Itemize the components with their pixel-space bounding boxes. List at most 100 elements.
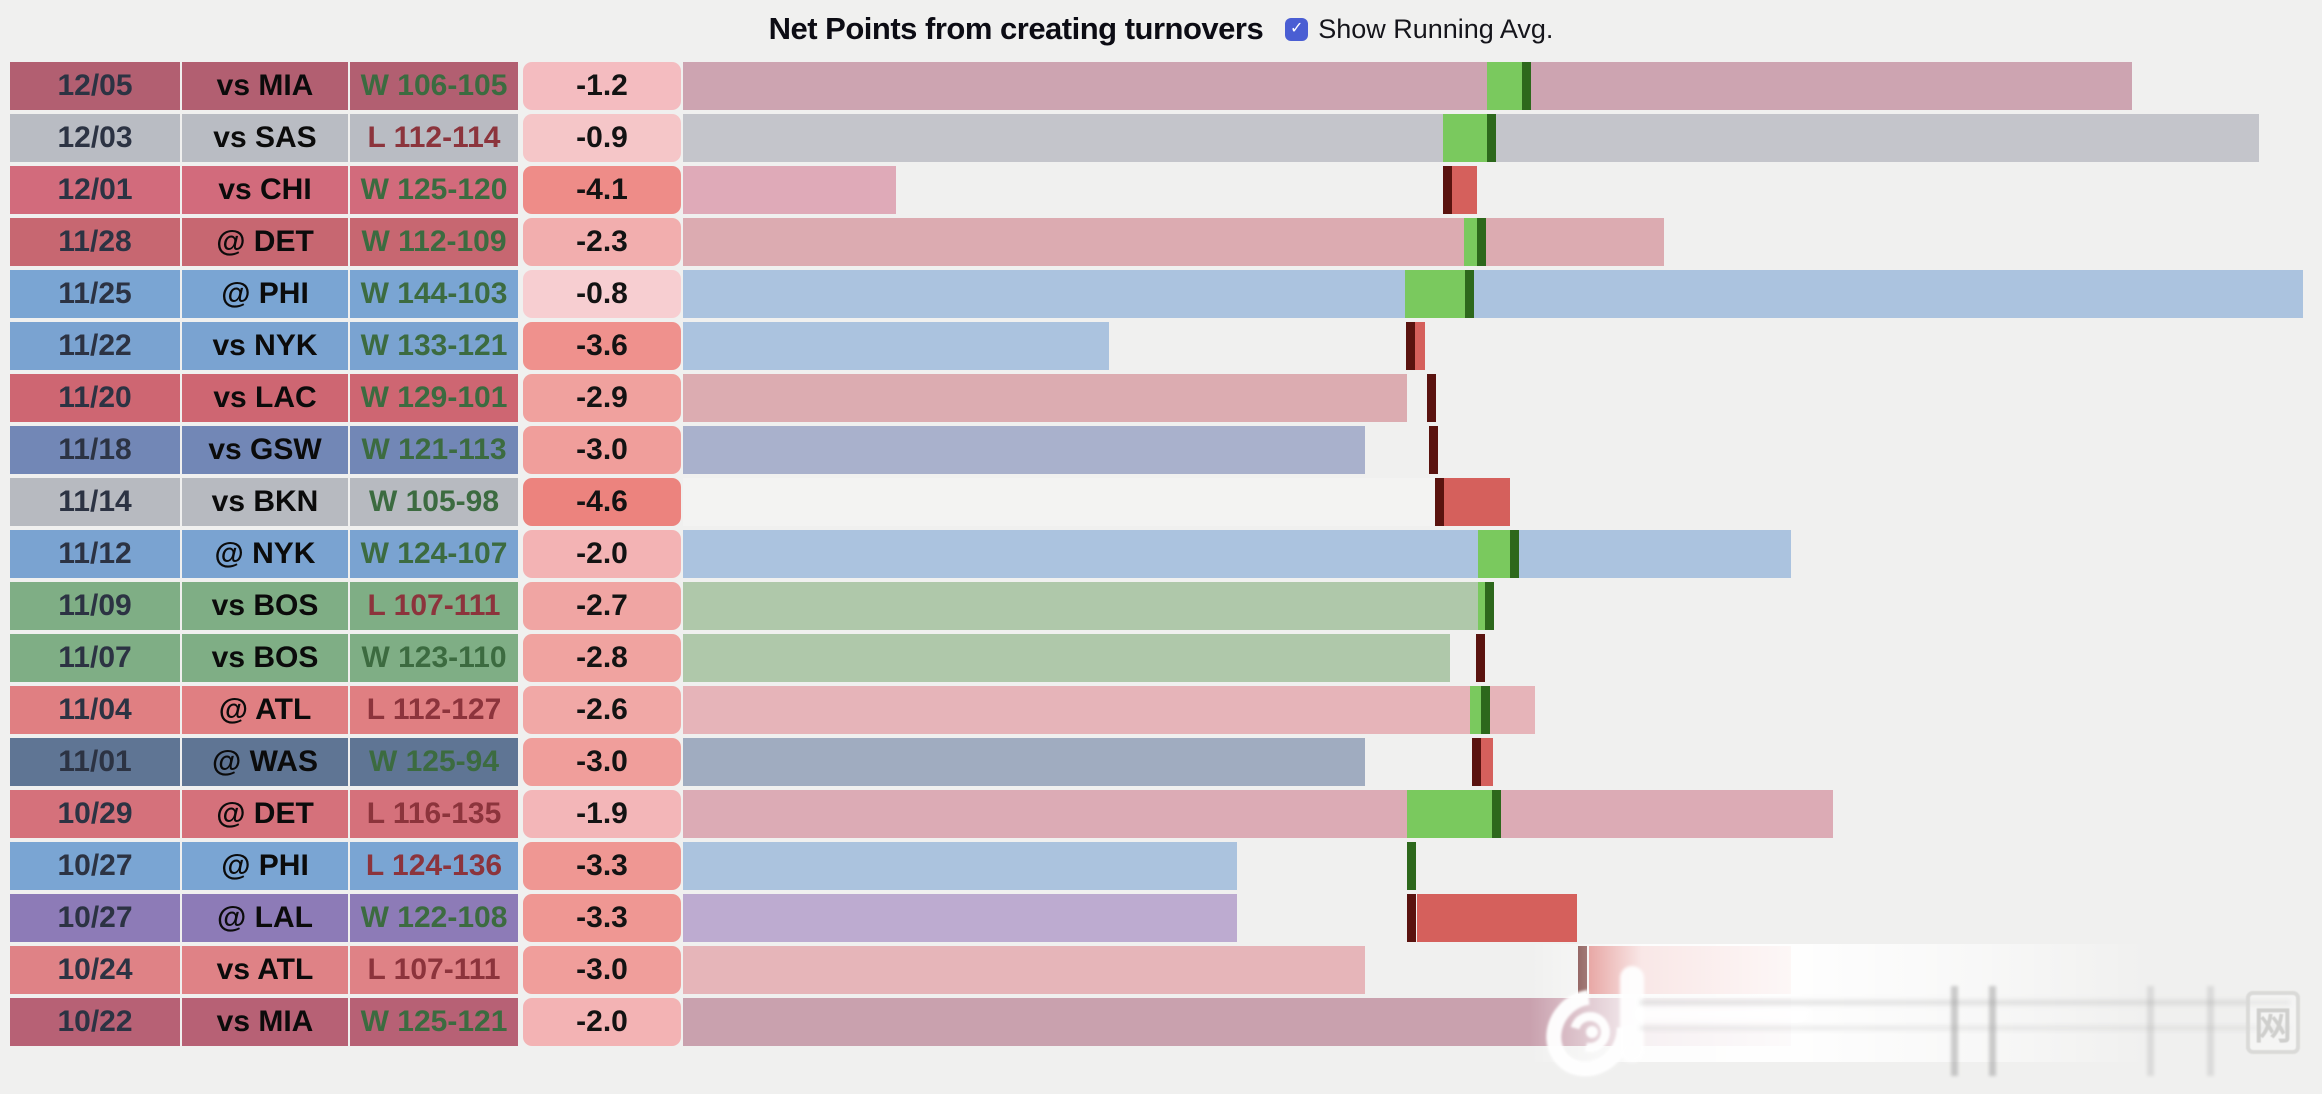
opponent-cell: vs BKN [182,478,348,526]
result-cell: W 133-121 [350,322,518,370]
running-avg-line [1471,738,1481,786]
result-cell: W 105-98 [350,478,518,526]
running-avg-line [1487,114,1497,162]
show-running-avg-label: Show Running Avg. [1318,13,1554,44]
game-bar [683,842,1237,890]
date-cell: 10/22 [10,998,180,1046]
running-avg-change-segment [1481,738,1493,786]
game-row: 11/09 vs BOS L 107-111 -2.7 [0,582,2322,630]
value-cell: -2.7 [523,582,681,630]
result-cell: W 106-105 [350,62,518,110]
date-cell: 11/25 [10,270,180,318]
game-bar [683,478,1443,526]
opponent-cell: vs SAS [182,114,348,162]
bar-track [683,478,2303,526]
opponent-cell: @ PHI [182,842,348,890]
chart-rows: 12/05 vs MIA W 106-105 -1.2 12/03 vs SAS L 112… [0,62,2322,1050]
result-cell: W 112-109 [350,218,518,266]
bar-track [683,998,2303,1046]
opponent-cell: @ WAS [182,738,348,786]
game-row: 12/03 vs SAS L 112-114 -0.9 [0,114,2322,162]
running-avg-line [1407,842,1417,890]
running-avg-line [1407,894,1417,942]
game-bar [683,530,1792,578]
value-cell: -4.6 [523,478,681,526]
date-cell: 12/05 [10,62,180,110]
running-avg-line [1477,218,1487,266]
opponent-cell: vs NYK [182,322,348,370]
game-row: 10/22 vs MIA W 125-121 -2.0 [0,998,2322,1046]
running-avg-change-segment [1407,790,1492,838]
game-row: 11/22 vs NYK W 133-121 -3.6 [0,322,2322,370]
opponent-cell: vs GSW [182,426,348,474]
bar-track [683,114,2303,162]
running-avg-change-segment [1413,322,1426,370]
header: Net Points from creating turnovers ✓ Sho… [0,0,2322,58]
game-bar [683,686,1536,734]
game-row: 10/27 @ PHI L 124-136 -3.3 [0,842,2322,890]
value-cell: -3.0 [523,946,681,994]
date-cell: 10/29 [10,790,180,838]
running-avg-change-segment [1470,686,1482,734]
running-avg-change-segment [1404,270,1466,318]
running-avg-change-segment [1442,114,1488,162]
game-bar [683,946,1365,994]
result-cell: W 144-103 [350,270,518,318]
running-avg-change-segment [1451,166,1478,214]
game-row: 11/04 @ ATL L 112-127 -2.6 [0,686,2322,734]
bar-track [683,946,2303,994]
running-avg-change-segment [1478,530,1510,578]
value-cell: -0.9 [523,114,681,162]
date-cell: 12/01 [10,166,180,214]
game-bar [683,998,1792,1046]
game-row: 11/07 vs BOS W 123-110 -2.8 [0,634,2322,682]
bar-track [683,270,2303,318]
value-cell: -4.1 [523,166,681,214]
result-cell: W 121-113 [350,426,518,474]
opponent-cell: @ DET [182,218,348,266]
value-cell: -2.0 [523,998,681,1046]
opponent-cell: @ PHI [182,270,348,318]
opponent-cell: @ LAL [182,894,348,942]
opponent-cell: vs MIA [182,998,348,1046]
date-cell: 11/14 [10,478,180,526]
value-cell: -3.0 [523,738,681,786]
result-cell: L 112-114 [350,114,518,162]
running-avg-line [1465,270,1475,318]
bar-track [683,582,2303,630]
bar-track [683,686,2303,734]
result-cell: W 124-107 [350,530,518,578]
opponent-cell: vs BOS [182,634,348,682]
bar-track [683,62,2303,110]
running-avg-line [1428,426,1438,474]
game-bar [683,322,1109,370]
bar-track [683,842,2303,890]
bar-track [683,166,2303,214]
result-cell: L 107-111 [350,946,518,994]
bar-track [683,426,2303,474]
value-cell: -3.3 [523,894,681,942]
game-row: 11/01 @ WAS W 125-94 -3.0 [0,738,2322,786]
value-cell: -0.8 [523,270,681,318]
show-running-avg-checkbox[interactable]: ✓ [1285,17,1309,41]
result-cell: W 122-108 [350,894,518,942]
date-cell: 11/20 [10,374,180,422]
bar-track [683,218,2303,266]
result-cell: W 125-94 [350,738,518,786]
page-title: Net Points from creating turnovers [768,11,1264,46]
date-cell: 12/03 [10,114,180,162]
running-avg-change-segment [1443,478,1510,526]
game-bar [683,634,1450,682]
value-cell: -2.8 [523,634,681,682]
game-row: 11/20 vs LAC W 129-101 -2.9 [0,374,2322,422]
value-cell: -2.0 [523,530,681,578]
running-avg-line [1491,790,1501,838]
date-cell: 11/12 [10,530,180,578]
running-avg-change-segment [1589,946,1792,994]
date-cell: 11/09 [10,582,180,630]
value-cell: -3.0 [523,426,681,474]
result-cell: W 129-101 [350,374,518,422]
running-avg-line [1484,582,1494,630]
game-row: 10/24 vs ATL L 107-111 -3.0 [0,946,2322,994]
value-cell: -1.2 [523,62,681,110]
